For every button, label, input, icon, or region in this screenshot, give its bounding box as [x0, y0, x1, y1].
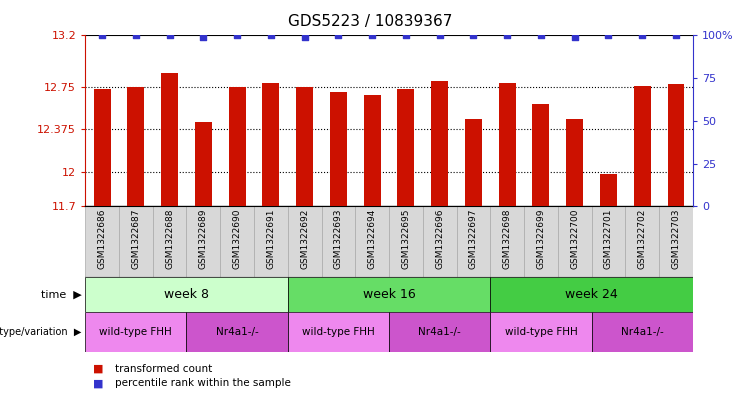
Bar [491, 206, 524, 277]
Text: GSM1322703: GSM1322703 [671, 208, 680, 269]
Point [130, 32, 142, 39]
Text: GSM1322695: GSM1322695 [402, 208, 411, 269]
Text: Nr4a1-/-: Nr4a1-/- [216, 327, 259, 337]
Text: GDS5223 / 10839367: GDS5223 / 10839367 [288, 14, 453, 29]
Bar [659, 206, 693, 277]
Bar [119, 206, 153, 277]
Text: genotype/variation  ▶: genotype/variation ▶ [0, 327, 82, 337]
Text: GSM1322696: GSM1322696 [435, 208, 444, 269]
Bar [465, 119, 482, 206]
Text: GSM1322691: GSM1322691 [266, 208, 276, 269]
Text: wild-type FHH: wild-type FHH [99, 327, 172, 337]
Bar [423, 206, 456, 277]
Text: percentile rank within the sample: percentile rank within the sample [115, 378, 290, 388]
Text: GSM1322702: GSM1322702 [638, 208, 647, 269]
Text: GSM1322692: GSM1322692 [300, 208, 309, 269]
Bar [668, 84, 685, 206]
Bar [600, 174, 617, 206]
Point [164, 32, 176, 39]
Bar [288, 206, 322, 277]
Bar [93, 89, 110, 206]
Point [602, 32, 614, 39]
Bar [524, 206, 558, 277]
Text: GSM1322698: GSM1322698 [502, 208, 512, 269]
Bar [187, 206, 220, 277]
Bar [397, 89, 414, 206]
Bar [262, 83, 279, 206]
Bar [288, 312, 389, 352]
Text: GSM1322686: GSM1322686 [98, 208, 107, 269]
Bar [229, 86, 245, 206]
Bar [533, 104, 549, 206]
Bar [161, 73, 178, 206]
Text: ■: ■ [93, 378, 103, 388]
Bar [364, 95, 381, 206]
Point [299, 34, 310, 40]
Bar [491, 312, 591, 352]
Bar [127, 86, 144, 206]
Bar [85, 206, 119, 277]
Bar [634, 86, 651, 206]
Bar [85, 277, 288, 312]
Bar [195, 122, 212, 206]
Point [670, 32, 682, 39]
Text: Nr4a1-/-: Nr4a1-/- [418, 327, 461, 337]
Bar [153, 206, 187, 277]
Bar [456, 206, 491, 277]
Text: GSM1322687: GSM1322687 [131, 208, 140, 269]
Text: GSM1322689: GSM1322689 [199, 208, 208, 269]
Text: GSM1322697: GSM1322697 [469, 208, 478, 269]
Bar [288, 277, 491, 312]
Text: wild-type FHH: wild-type FHH [302, 327, 375, 337]
Bar [491, 277, 693, 312]
Bar [389, 206, 423, 277]
Bar [591, 312, 693, 352]
Bar [431, 81, 448, 206]
Bar [591, 206, 625, 277]
Bar [389, 312, 491, 352]
Text: time  ▶: time ▶ [41, 290, 82, 300]
Bar [566, 119, 583, 206]
Bar [296, 86, 313, 206]
Bar [625, 206, 659, 277]
Text: GSM1322693: GSM1322693 [334, 208, 343, 269]
Bar [85, 312, 187, 352]
Text: GSM1322701: GSM1322701 [604, 208, 613, 269]
Point [366, 32, 378, 39]
Point [637, 32, 648, 39]
Bar [330, 92, 347, 206]
Point [231, 32, 243, 39]
Point [535, 32, 547, 39]
Bar [499, 83, 516, 206]
Point [333, 32, 345, 39]
Text: ■: ■ [93, 364, 103, 374]
Point [265, 32, 277, 39]
Text: week 24: week 24 [565, 288, 618, 301]
Point [433, 32, 445, 39]
Text: GSM1322700: GSM1322700 [570, 208, 579, 269]
Bar [558, 206, 591, 277]
Point [197, 34, 209, 40]
Point [96, 32, 108, 39]
Text: week 16: week 16 [362, 288, 416, 301]
Bar [254, 206, 288, 277]
Text: GSM1322688: GSM1322688 [165, 208, 174, 269]
Point [501, 32, 513, 39]
Bar [220, 206, 254, 277]
Text: week 8: week 8 [164, 288, 209, 301]
Text: GSM1322694: GSM1322694 [368, 208, 376, 269]
Bar [355, 206, 389, 277]
Point [468, 32, 479, 39]
Text: GSM1322699: GSM1322699 [536, 208, 545, 269]
Text: GSM1322690: GSM1322690 [233, 208, 242, 269]
Point [400, 32, 412, 39]
Point [569, 34, 581, 40]
Bar [322, 206, 355, 277]
Text: wild-type FHH: wild-type FHH [505, 327, 577, 337]
Bar [187, 312, 288, 352]
Text: Nr4a1-/-: Nr4a1-/- [621, 327, 664, 337]
Text: transformed count: transformed count [115, 364, 212, 374]
